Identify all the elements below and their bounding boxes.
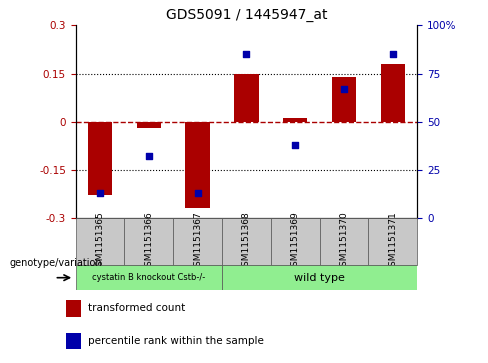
- Bar: [185, 122, 210, 208]
- Bar: [66, 300, 81, 317]
- Bar: [320, 218, 368, 265]
- Text: wild type: wild type: [294, 273, 345, 283]
- Bar: [137, 122, 161, 128]
- Bar: [222, 265, 417, 290]
- Bar: [381, 64, 405, 122]
- Text: GSM1151371: GSM1151371: [388, 211, 397, 272]
- Bar: [76, 218, 124, 265]
- Text: GSM1151370: GSM1151370: [340, 211, 348, 272]
- Bar: [76, 265, 222, 290]
- Text: GSM1151365: GSM1151365: [96, 211, 104, 272]
- Point: [194, 190, 202, 196]
- Bar: [173, 218, 222, 265]
- Point: [96, 190, 104, 196]
- Text: GSM1151367: GSM1151367: [193, 211, 202, 272]
- Text: genotype/variation: genotype/variation: [10, 258, 102, 268]
- Text: transformed count: transformed count: [88, 303, 185, 313]
- Bar: [66, 333, 81, 349]
- Bar: [234, 73, 259, 122]
- Point: [291, 142, 299, 148]
- Text: cystatin B knockout Cstb-/-: cystatin B knockout Cstb-/-: [92, 273, 205, 282]
- Bar: [271, 218, 320, 265]
- Point: [243, 51, 250, 57]
- Title: GDS5091 / 1445947_at: GDS5091 / 1445947_at: [166, 8, 327, 22]
- Bar: [283, 118, 307, 122]
- Text: GSM1151369: GSM1151369: [291, 211, 300, 272]
- Bar: [88, 122, 112, 195]
- Point: [145, 153, 153, 159]
- Bar: [332, 77, 356, 122]
- Point: [340, 86, 348, 92]
- Bar: [368, 218, 417, 265]
- Text: GSM1151366: GSM1151366: [144, 211, 153, 272]
- Point: [389, 51, 397, 57]
- Text: percentile rank within the sample: percentile rank within the sample: [88, 336, 264, 346]
- Bar: [124, 218, 173, 265]
- Bar: [222, 218, 271, 265]
- Text: GSM1151368: GSM1151368: [242, 211, 251, 272]
